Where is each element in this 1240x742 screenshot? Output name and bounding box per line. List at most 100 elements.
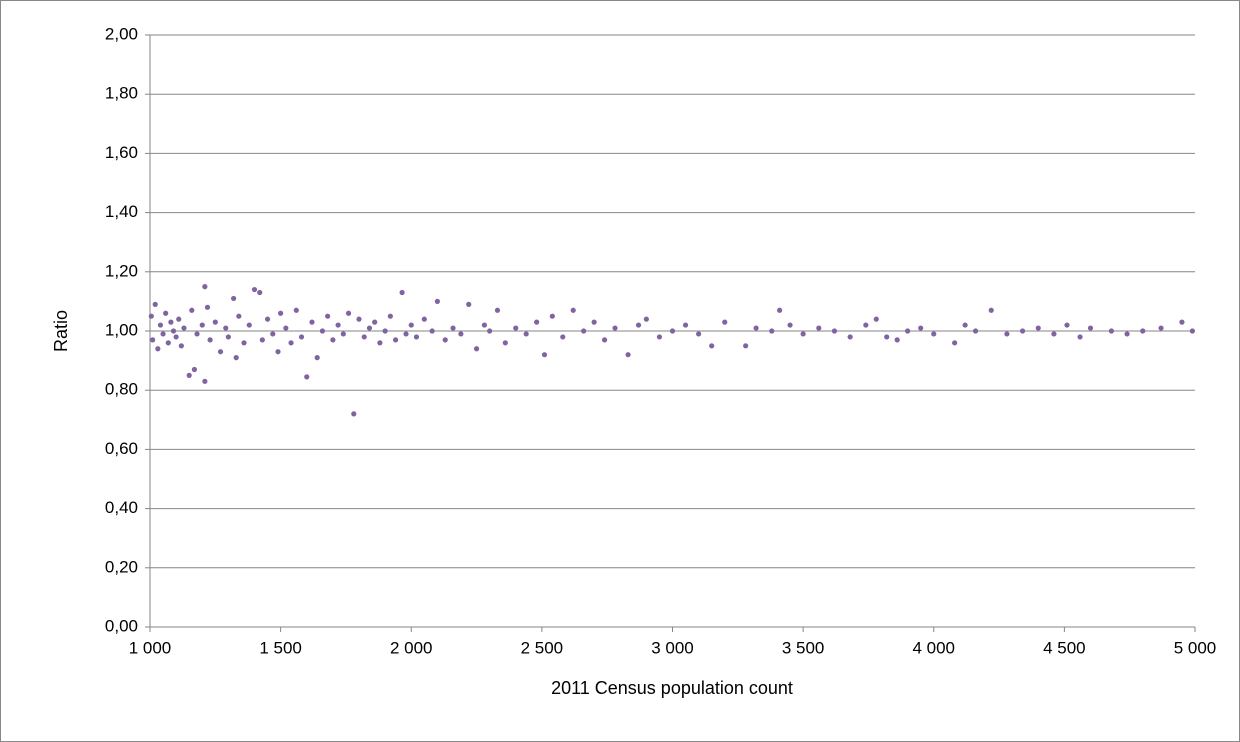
y-axis-title: Ratio (51, 310, 71, 352)
point (298, 334, 305, 340)
point (487, 328, 493, 334)
point (777, 307, 783, 313)
point (246, 322, 252, 328)
point (473, 346, 480, 352)
point (769, 328, 775, 334)
point (202, 378, 208, 384)
point (466, 301, 472, 307)
point (1064, 322, 1070, 328)
point (601, 337, 608, 343)
point (1124, 331, 1130, 337)
point (450, 325, 456, 331)
point (884, 334, 890, 340)
point (787, 322, 793, 328)
point (293, 307, 299, 313)
point (502, 340, 508, 346)
point (1179, 319, 1185, 325)
point (494, 307, 501, 313)
point (148, 313, 154, 319)
point (223, 325, 229, 331)
point (257, 289, 263, 296)
point (283, 325, 289, 331)
point (288, 340, 294, 346)
point (1108, 328, 1114, 334)
y-tick-label: 0,00 (105, 616, 138, 635)
x-tick-label: 1 500 (259, 638, 302, 657)
point (382, 328, 388, 334)
point (1140, 328, 1146, 334)
x-axis-title: 2011 Census population count (551, 678, 793, 698)
point (399, 289, 405, 296)
y-tick-label: 0,40 (105, 498, 138, 517)
point (722, 319, 728, 325)
point (894, 337, 900, 343)
point (345, 310, 352, 316)
point (173, 334, 179, 340)
point (591, 319, 597, 325)
y-tick-label: 1,80 (105, 84, 138, 103)
point (988, 307, 994, 313)
point (275, 349, 281, 355)
point (212, 319, 218, 325)
point (696, 331, 702, 337)
point (207, 337, 213, 343)
point (434, 298, 440, 304)
point (625, 352, 631, 358)
point (635, 322, 642, 328)
point (413, 334, 420, 340)
point (847, 334, 853, 340)
x-tick-label: 2 500 (521, 638, 564, 657)
point (340, 331, 346, 337)
point (612, 325, 618, 331)
point (361, 334, 367, 340)
point (560, 334, 566, 340)
point (155, 346, 161, 352)
point (931, 331, 937, 337)
point (231, 295, 237, 302)
point (170, 328, 177, 334)
point (233, 355, 239, 361)
point (709, 343, 715, 349)
point (570, 307, 576, 313)
point (541, 352, 548, 358)
y-tick-label: 1,00 (105, 320, 138, 339)
point (199, 322, 205, 328)
x-tick-label: 4 500 (1043, 638, 1086, 657)
point (863, 322, 869, 328)
y-tick-label: 1,20 (105, 261, 138, 280)
point (481, 322, 487, 328)
point (800, 331, 806, 337)
point (270, 331, 276, 337)
point (204, 304, 211, 310)
point (962, 322, 968, 328)
point (442, 337, 448, 343)
point (669, 328, 676, 334)
point (1158, 325, 1164, 331)
point (372, 319, 378, 325)
point (181, 325, 187, 331)
point (392, 337, 399, 343)
point (356, 316, 362, 322)
point (189, 307, 195, 313)
point (194, 331, 200, 337)
point (643, 316, 649, 322)
point (1087, 325, 1094, 331)
point (236, 313, 242, 319)
point (972, 328, 979, 334)
y-tick-label: 0,80 (105, 380, 138, 399)
point (1189, 328, 1195, 334)
x-tick-label: 3 000 (651, 638, 694, 657)
point (1035, 325, 1041, 331)
point (157, 322, 164, 328)
point (534, 319, 540, 325)
point (202, 284, 208, 290)
point (150, 337, 156, 343)
point (152, 301, 158, 307)
point (429, 328, 435, 334)
y-tick-label: 0,60 (105, 439, 138, 458)
point (421, 316, 427, 322)
point (309, 319, 315, 325)
point (191, 366, 198, 373)
point (918, 325, 924, 331)
